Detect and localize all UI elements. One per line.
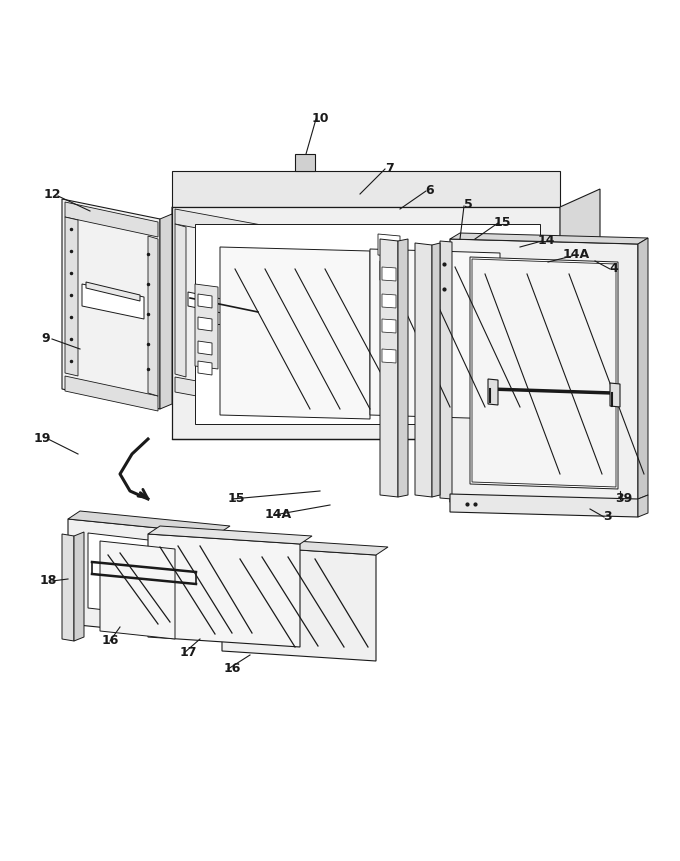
Text: 4: 4 — [610, 261, 618, 274]
Text: 39: 39 — [615, 491, 632, 504]
Polygon shape — [188, 293, 260, 322]
Text: 7: 7 — [386, 161, 394, 174]
Polygon shape — [440, 242, 452, 499]
Text: 10: 10 — [311, 111, 328, 124]
Text: 17: 17 — [180, 645, 197, 658]
Polygon shape — [488, 380, 498, 406]
Text: 18: 18 — [39, 573, 56, 585]
Polygon shape — [195, 225, 540, 424]
Polygon shape — [62, 535, 74, 641]
Polygon shape — [382, 350, 396, 363]
Polygon shape — [74, 532, 84, 641]
Polygon shape — [148, 237, 158, 397]
Polygon shape — [450, 233, 648, 245]
Polygon shape — [222, 545, 376, 661]
Text: 5: 5 — [464, 198, 473, 211]
Text: 6: 6 — [426, 183, 435, 196]
Polygon shape — [450, 494, 638, 517]
Polygon shape — [82, 285, 144, 319]
Text: 19: 19 — [33, 431, 51, 444]
Polygon shape — [86, 282, 140, 301]
Polygon shape — [160, 214, 172, 410]
Text: 14: 14 — [537, 233, 555, 246]
Polygon shape — [195, 285, 218, 369]
Polygon shape — [380, 239, 398, 498]
Polygon shape — [68, 519, 218, 639]
Text: 16: 16 — [223, 660, 241, 673]
Polygon shape — [382, 268, 396, 282]
Polygon shape — [398, 239, 408, 498]
Polygon shape — [470, 257, 618, 489]
Polygon shape — [148, 535, 300, 647]
Polygon shape — [198, 362, 212, 375]
Polygon shape — [198, 318, 212, 331]
Polygon shape — [198, 294, 212, 308]
Polygon shape — [100, 542, 175, 639]
Polygon shape — [148, 526, 312, 544]
Polygon shape — [175, 378, 267, 410]
Polygon shape — [638, 495, 648, 517]
Polygon shape — [172, 172, 560, 208]
Polygon shape — [415, 244, 432, 498]
Polygon shape — [88, 533, 200, 622]
Polygon shape — [65, 376, 158, 412]
Polygon shape — [172, 208, 560, 439]
Polygon shape — [222, 537, 388, 555]
Polygon shape — [175, 210, 267, 242]
Polygon shape — [378, 235, 400, 257]
Polygon shape — [198, 342, 212, 356]
Polygon shape — [450, 239, 638, 507]
Polygon shape — [382, 294, 396, 308]
Polygon shape — [472, 260, 616, 487]
Polygon shape — [370, 250, 500, 419]
Polygon shape — [638, 238, 648, 499]
Polygon shape — [65, 218, 78, 376]
Polygon shape — [382, 319, 396, 333]
Text: 14A: 14A — [562, 248, 590, 261]
Polygon shape — [175, 225, 186, 378]
Polygon shape — [432, 244, 440, 498]
Text: 15: 15 — [493, 215, 511, 228]
Polygon shape — [380, 262, 400, 282]
Polygon shape — [610, 383, 620, 407]
Polygon shape — [172, 208, 270, 407]
Text: 9: 9 — [41, 331, 50, 344]
Text: 16: 16 — [101, 633, 119, 646]
Text: 3: 3 — [604, 509, 612, 522]
Polygon shape — [62, 200, 160, 410]
Polygon shape — [68, 511, 230, 535]
Polygon shape — [295, 155, 315, 172]
Text: 15: 15 — [227, 491, 245, 504]
Text: 14A: 14A — [265, 507, 292, 520]
Polygon shape — [65, 202, 158, 238]
Polygon shape — [220, 248, 370, 419]
Text: 12: 12 — [44, 189, 61, 201]
Polygon shape — [560, 189, 600, 439]
